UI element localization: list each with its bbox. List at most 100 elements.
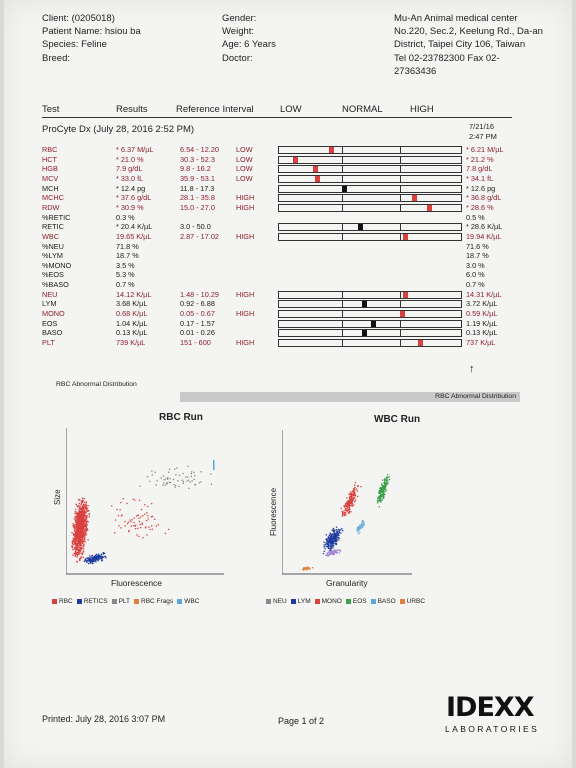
- scatter-dot: [347, 500, 349, 502]
- scatter-dot: [80, 511, 82, 513]
- scatter-dot: [329, 535, 331, 537]
- table-row: %BASO 0.7 % 0.7 %: [42, 280, 542, 290]
- scatter-dot: [350, 493, 352, 495]
- scatter-dot: [331, 550, 333, 552]
- test-name: %MONO: [42, 260, 72, 270]
- scatter-dot: [87, 521, 89, 523]
- range-divider: [341, 204, 343, 211]
- scatter-dot: [339, 549, 341, 551]
- scatter-dot: [80, 556, 82, 558]
- test-result: 19.65 K/µL: [116, 231, 152, 241]
- scatter-dot: [352, 491, 354, 493]
- scatter-dot: [76, 549, 78, 551]
- scatter-dot: [334, 533, 336, 535]
- scatter-dot: [79, 559, 81, 562]
- range-divider: [341, 291, 343, 298]
- scatter-dot: [151, 503, 153, 505]
- scatter-dot: [88, 516, 90, 518]
- scatter-dot: [86, 510, 88, 512]
- scatter-dot: [93, 560, 95, 563]
- scatter-dot: [71, 532, 73, 534]
- scatter-dot: [81, 501, 83, 503]
- scatter-dot: [381, 483, 383, 485]
- scatter-dot: [85, 534, 88, 536]
- scatter-dot: [120, 527, 122, 529]
- previous-result: 3.0 %: [466, 260, 485, 270]
- scatter-dot: [325, 545, 327, 547]
- scatter-dot: [332, 544, 334, 546]
- scatter-dot: [84, 507, 86, 509]
- scatter-dot: [73, 553, 76, 555]
- scatter-dot: [124, 521, 126, 523]
- scatter-dot: [334, 550, 336, 553]
- range-divider: [341, 166, 343, 173]
- scatter-dot: [326, 553, 328, 555]
- scatter-dot: [85, 512, 87, 514]
- legend-label: PLT: [118, 598, 131, 605]
- scatter-dot: [345, 514, 347, 516]
- scatter-dot: [343, 512, 346, 514]
- scatter-dot: [333, 541, 335, 543]
- scatter-dot: [381, 494, 383, 496]
- scatter-dot: [86, 515, 88, 517]
- header-rule: [42, 117, 512, 118]
- legend-label: BASO: [377, 598, 396, 605]
- scatter-dot: [382, 487, 384, 490]
- scatter-dot: [353, 487, 355, 490]
- scatter-dot: [361, 523, 363, 525]
- scatter-dot: [89, 562, 92, 564]
- scatter-dot: [78, 507, 81, 509]
- result-marker: [417, 340, 423, 346]
- scatter-dot: [73, 525, 75, 528]
- scatter-dot: [349, 491, 352, 493]
- test-name: MONO: [42, 309, 65, 319]
- scatter-dot: [333, 535, 336, 537]
- scatter-dot: [357, 527, 359, 529]
- scatter-dot: [186, 480, 188, 482]
- client-id: Client: (0205018): [42, 13, 115, 24]
- scatter-dot: [346, 506, 348, 508]
- scatter-dot: [329, 542, 331, 544]
- scatter-dot: [341, 528, 343, 530]
- scatter-dot: [333, 545, 335, 547]
- result-flag: HIGH: [236, 338, 255, 347]
- scatter-dot: [118, 525, 120, 527]
- scatter-dot: [327, 551, 329, 553]
- scatter-dot: [359, 528, 361, 530]
- scatter-dot: [379, 495, 381, 497]
- scatter-dot: [357, 485, 359, 487]
- previous-result: 3.72 K/µL: [466, 299, 498, 309]
- scatter-dot: [85, 532, 87, 534]
- scatter-dot: [336, 529, 338, 531]
- range-bar: [278, 203, 462, 212]
- scatter-dot: [331, 544, 333, 546]
- scatter-dot: [387, 482, 389, 484]
- scatter-dot: [74, 550, 77, 552]
- scatter-dot: [80, 502, 83, 504]
- scatter-dot: [198, 482, 200, 484]
- scatter-dot: [82, 528, 84, 530]
- scatter-dot: [83, 530, 85, 533]
- scatter-dot: [101, 560, 103, 562]
- scatter-dot: [328, 550, 331, 552]
- scatter-dot: [75, 552, 78, 554]
- range-bar: [278, 146, 462, 154]
- scatter-dot: [147, 518, 149, 520]
- reference-interval: 6.54 - 12.20: [180, 145, 219, 154]
- scatter-dot: [354, 501, 356, 503]
- scatter-dot: [94, 560, 96, 562]
- scatter-dot: [335, 537, 337, 539]
- scatter-dot: [82, 508, 84, 511]
- test-name: PLT: [42, 338, 55, 347]
- scatter-dot: [81, 530, 83, 532]
- scatter-dot: [102, 556, 104, 558]
- scatter-dot: [380, 487, 382, 489]
- scatter-dot: [384, 482, 386, 485]
- scatter-dot: [341, 512, 344, 514]
- scatter-dot: [173, 483, 175, 486]
- col-results: Results: [116, 104, 148, 115]
- rbc-scatter: [111, 498, 170, 539]
- scatter-dot: [330, 533, 332, 535]
- clinic-address-line1: No.220, Sec.2, Keelung Rd., Da-an: [394, 26, 543, 37]
- scatter-dot: [329, 537, 332, 539]
